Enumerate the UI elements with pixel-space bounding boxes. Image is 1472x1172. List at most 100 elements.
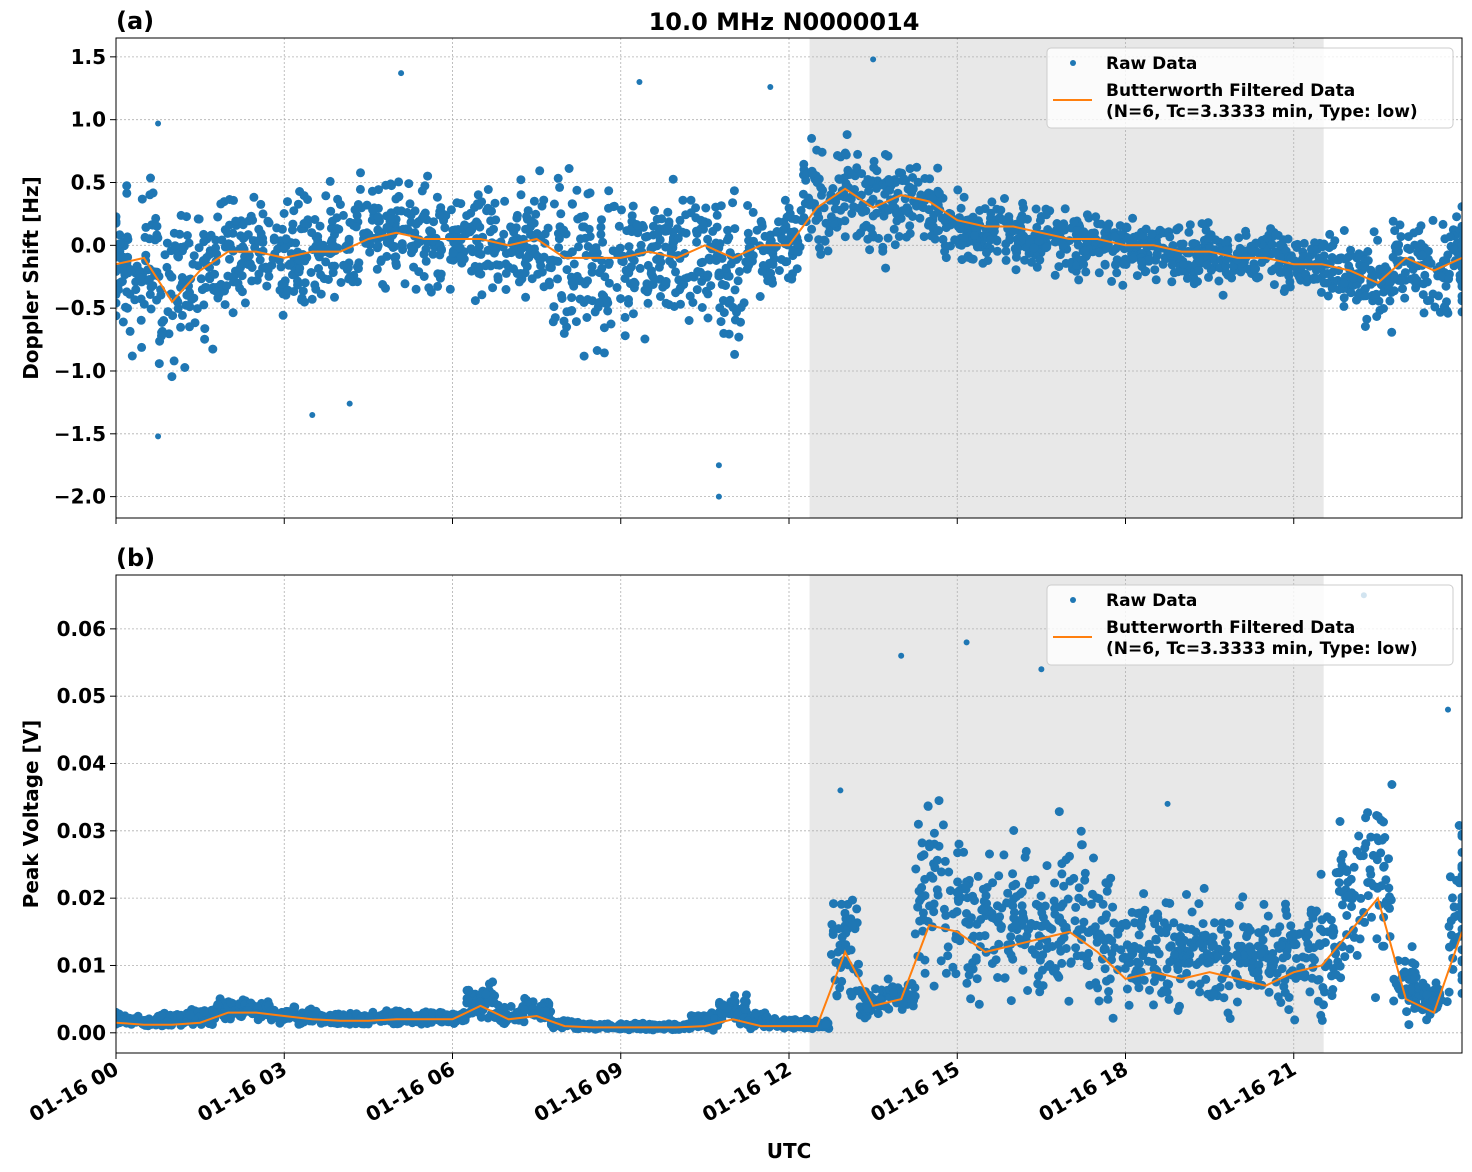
raw-data-point xyxy=(231,216,241,226)
raw-data-point xyxy=(1107,936,1117,946)
raw-data-point xyxy=(920,874,930,884)
raw-data-point xyxy=(1342,867,1352,877)
raw-data-point xyxy=(1122,222,1131,232)
raw-data-point xyxy=(1111,260,1121,270)
raw-data-point xyxy=(1086,899,1096,909)
raw-data-point xyxy=(474,241,484,251)
raw-data-point xyxy=(1376,815,1386,825)
raw-data-point xyxy=(423,171,433,181)
raw-data-point xyxy=(243,1006,253,1016)
raw-data-point xyxy=(1012,243,1022,253)
raw-data-point xyxy=(1137,257,1146,267)
raw-data-point xyxy=(930,234,940,244)
raw-data-point xyxy=(228,228,238,238)
raw-data-point xyxy=(321,191,331,201)
raw-data-point xyxy=(1094,268,1104,278)
legend-box xyxy=(1046,47,1454,129)
raw-data-point xyxy=(991,955,1001,965)
raw-data-point xyxy=(1234,901,1244,911)
raw-data-point xyxy=(303,195,312,204)
raw-data-point xyxy=(603,298,613,308)
raw-data-point xyxy=(772,227,782,236)
raw-data-point xyxy=(313,236,323,246)
raw-data-point xyxy=(411,219,421,229)
raw-data-point xyxy=(1080,246,1090,256)
raw-data-point xyxy=(620,331,630,341)
raw-data-point xyxy=(264,218,274,228)
raw-data-point xyxy=(466,244,476,254)
raw-data-point xyxy=(1080,868,1090,878)
raw-data-point xyxy=(1001,255,1011,265)
raw-data-series xyxy=(116,56,1462,500)
raw-data-point xyxy=(299,219,309,228)
raw-data-point xyxy=(1040,901,1050,911)
raw-data-point xyxy=(567,277,577,287)
raw-data-point xyxy=(1384,883,1394,893)
raw-data-point xyxy=(514,277,524,287)
raw-data-point xyxy=(491,215,501,225)
raw-data-point xyxy=(1055,913,1065,923)
raw-data-point xyxy=(767,84,774,91)
raw-data-point xyxy=(842,130,852,140)
raw-data-point xyxy=(995,912,1005,922)
raw-data-point xyxy=(432,192,442,202)
raw-data-point xyxy=(1452,212,1462,222)
raw-data-point xyxy=(597,215,606,225)
raw-data-point xyxy=(1362,314,1372,324)
raw-data-point xyxy=(1447,930,1456,940)
raw-data-point xyxy=(1316,924,1325,934)
raw-data-point xyxy=(1169,918,1179,928)
raw-data-point xyxy=(541,1006,551,1016)
raw-data-point xyxy=(180,363,190,372)
raw-data-point xyxy=(910,991,920,1001)
raw-data-point xyxy=(194,243,204,253)
raw-data-point xyxy=(1034,971,1043,981)
raw-data-point xyxy=(1091,212,1101,222)
raw-data-point xyxy=(898,998,908,1008)
raw-data-point xyxy=(1354,831,1364,841)
raw-data-point xyxy=(1416,221,1426,231)
raw-data-point xyxy=(1132,271,1142,281)
raw-data-point xyxy=(1182,273,1192,283)
raw-data-point xyxy=(1224,918,1234,928)
raw-data-point xyxy=(177,310,187,320)
raw-data-point xyxy=(315,221,325,231)
raw-data-point xyxy=(529,196,539,206)
raw-data-point xyxy=(1373,235,1383,245)
raw-data-point xyxy=(715,462,722,469)
raw-data-point xyxy=(1194,899,1204,909)
raw-data-point xyxy=(481,989,491,999)
raw-data-point xyxy=(1080,875,1090,885)
raw-data-point xyxy=(283,197,292,207)
raw-data-point xyxy=(717,253,727,263)
raw-data-point xyxy=(1195,979,1205,989)
raw-data-point xyxy=(615,243,625,253)
raw-data-point xyxy=(1130,918,1140,928)
raw-data-point xyxy=(330,292,339,302)
raw-data-point xyxy=(567,293,577,303)
raw-data-point xyxy=(531,209,541,219)
raw-data-point xyxy=(200,324,210,334)
raw-data-point xyxy=(1038,666,1045,673)
raw-data-point xyxy=(555,182,565,192)
raw-data-point xyxy=(715,239,725,249)
raw-data-point xyxy=(1454,878,1462,888)
raw-data-point xyxy=(850,185,859,194)
raw-data-point xyxy=(911,864,921,874)
raw-data-point xyxy=(189,251,199,261)
raw-data-point xyxy=(1445,232,1455,242)
raw-data-point xyxy=(1057,869,1067,879)
raw-data-point xyxy=(1417,250,1427,260)
raw-data-point xyxy=(846,987,855,997)
raw-data-point xyxy=(1059,881,1069,891)
raw-data-point xyxy=(470,296,480,306)
raw-data-point xyxy=(1121,918,1131,928)
raw-data-point xyxy=(1400,293,1410,303)
raw-data-point xyxy=(1184,958,1194,968)
raw-data-point xyxy=(1178,259,1188,269)
raw-data-point xyxy=(279,244,289,254)
raw-data-point xyxy=(671,267,680,277)
raw-data-point xyxy=(446,205,456,215)
raw-data-point xyxy=(1035,215,1045,225)
raw-data-point xyxy=(1100,259,1110,269)
